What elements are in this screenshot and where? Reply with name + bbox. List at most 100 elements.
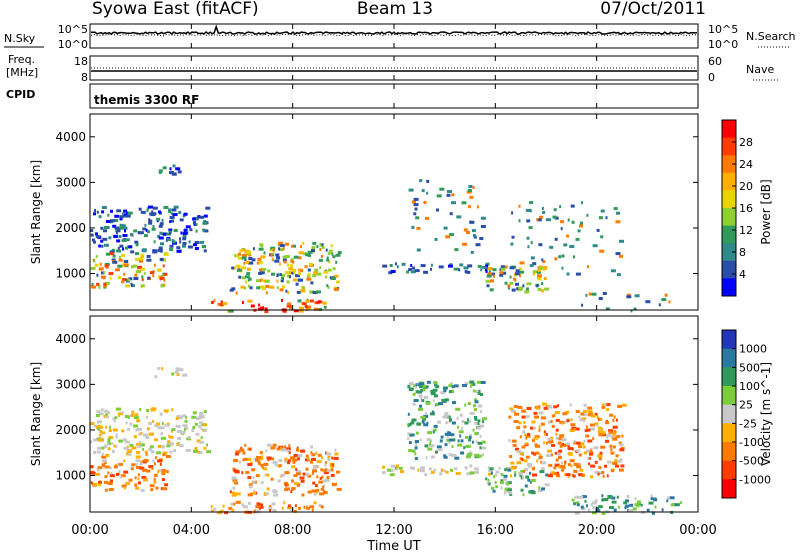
data-cell [162, 444, 166, 448]
data-cell [295, 282, 299, 286]
data-cell [152, 459, 155, 463]
power-cbar-label: Power [dB] [759, 179, 773, 244]
data-cell [609, 506, 614, 509]
data-cell [159, 412, 163, 416]
data-cell [429, 439, 432, 443]
data-cell [581, 417, 587, 421]
data-cell [292, 460, 296, 464]
data-cell [615, 220, 621, 224]
data-cell [269, 285, 275, 289]
data-cell [139, 231, 142, 235]
data-cell [544, 433, 547, 437]
data-cell [536, 218, 539, 222]
data-cell [470, 383, 473, 386]
data-cell [285, 471, 288, 474]
data-cell [419, 438, 422, 442]
data-cell [464, 421, 469, 425]
data-cell [536, 270, 541, 274]
data-cell [236, 254, 238, 257]
data-cell [512, 443, 517, 447]
data-cell [515, 447, 519, 451]
data-cell [123, 470, 129, 474]
data-cell [575, 237, 580, 241]
data-cell [316, 488, 320, 492]
colorbar-segment [722, 190, 736, 209]
data-cell [589, 449, 592, 453]
data-cell [136, 451, 141, 455]
data-cell [264, 279, 270, 283]
data-cell [319, 248, 322, 252]
data-cell [242, 301, 244, 305]
data-cell [519, 261, 525, 265]
data-cell [259, 271, 265, 275]
data-cell [172, 213, 178, 217]
data-cell [485, 279, 491, 283]
data-cell [477, 392, 481, 395]
data-cell [468, 435, 472, 439]
data-cell [528, 490, 532, 494]
data-cell [553, 405, 558, 409]
data-cell [110, 472, 113, 475]
data-cell [599, 249, 605, 253]
data-cell [661, 298, 667, 302]
data-cell [323, 270, 329, 274]
data-cell [561, 461, 563, 465]
data-cell [107, 447, 111, 451]
data-cell [265, 449, 268, 453]
data-cell [555, 436, 561, 440]
data-cell [161, 218, 164, 222]
data-cell [590, 503, 593, 507]
data-cell [98, 425, 104, 429]
data-cell [514, 473, 517, 477]
data-cell [606, 403, 611, 407]
data-cell [323, 469, 329, 473]
data-cell [561, 254, 565, 258]
data-cell [651, 511, 655, 515]
data-cell [670, 503, 675, 507]
data-cell [219, 303, 224, 306]
data-cell [479, 434, 482, 438]
data-cell [594, 412, 598, 416]
data-cell [193, 243, 197, 247]
data-cell [97, 466, 103, 470]
data-cell [118, 462, 123, 466]
data-cell [179, 240, 182, 244]
x-tick-label: 00:00 [71, 523, 108, 538]
data-cell [430, 263, 433, 267]
data-cell [97, 481, 102, 484]
data-cell [545, 441, 548, 445]
data-cell [570, 204, 575, 208]
data-cell [414, 452, 417, 456]
data-cell [612, 437, 618, 441]
data-cell [415, 431, 419, 435]
data-cell [235, 264, 241, 268]
data-cell [171, 219, 174, 223]
data-cell [579, 418, 583, 422]
data-cell [334, 452, 339, 456]
data-cell [270, 246, 276, 250]
data-cell [96, 450, 101, 454]
data-cell [454, 467, 458, 471]
data-cell [469, 471, 475, 475]
data-cell [573, 255, 575, 259]
data-cell [258, 271, 263, 275]
data-cell [409, 433, 415, 437]
data-cell [233, 486, 236, 490]
data-cell [228, 309, 234, 313]
data-cell [97, 427, 101, 431]
data-cell [525, 436, 528, 440]
data-cell [187, 245, 193, 249]
data-cell [117, 414, 120, 417]
data-cell [248, 284, 251, 288]
data-cell [310, 445, 314, 449]
data-cell [414, 457, 418, 460]
data-cell [412, 266, 415, 270]
data-cell [521, 458, 524, 462]
data-cell [200, 427, 203, 431]
data-cell [247, 267, 251, 271]
data-cell [555, 428, 559, 432]
data-cell [616, 211, 620, 215]
nave-tick-top: 60 [708, 55, 722, 68]
data-cell [268, 507, 273, 511]
data-cell [287, 506, 293, 510]
